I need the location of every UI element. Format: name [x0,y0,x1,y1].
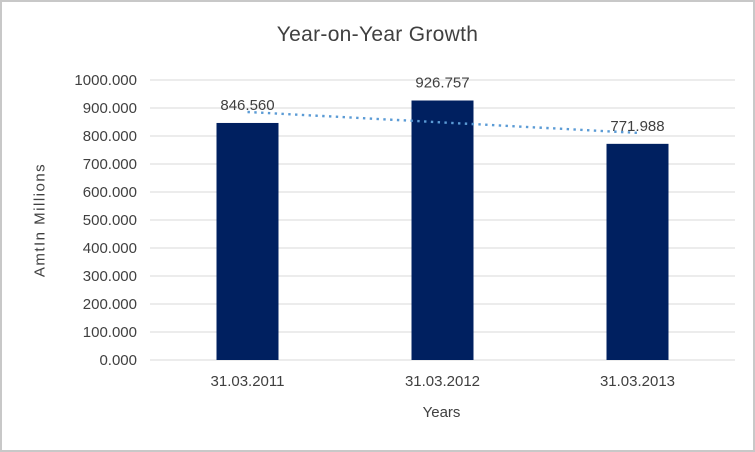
y-tick-label: 900.000 [83,100,137,117]
y-tick-label: 300.000 [83,268,137,285]
x-tick-label: 31.03.2013 [600,373,675,390]
y-tick-label: 700.000 [83,156,137,173]
x-tick-label: 31.03.2012 [405,373,480,390]
bar [606,143,669,360]
bar-value-label: 771.988 [610,118,664,135]
y-tick-label: 100.000 [83,324,137,341]
y-tick-label: 1000.000 [74,72,137,89]
bar [411,100,474,360]
y-tick-label: 200.000 [83,296,137,313]
y-tick-label: 0.000 [99,352,137,369]
y-tick-label: 500.000 [83,212,137,229]
bar-value-label: 926.757 [415,75,469,92]
x-tick-label: 31.03.2011 [211,373,285,390]
bar-value-label: 846.560 [220,97,274,114]
y-tick-label: 400.000 [83,240,137,257]
bar [216,122,279,361]
x-axis-title: Years [422,404,461,421]
y-tick-label: 800.000 [83,128,137,145]
chart-title: Year-on-Year Growth [276,23,479,46]
y-tick-label: 600.000 [83,184,137,201]
